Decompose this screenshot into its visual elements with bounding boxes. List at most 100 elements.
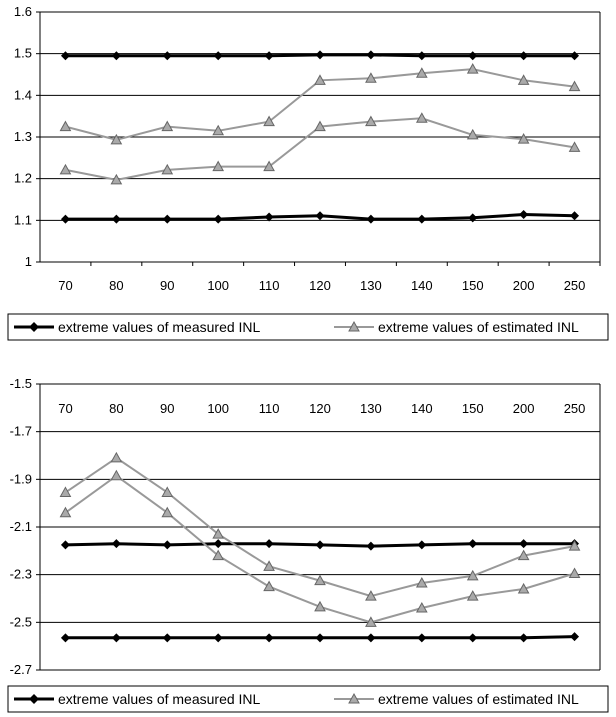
- chart-top-point-measured: [417, 214, 427, 224]
- chart-top-x-tick-label: 150: [462, 278, 484, 293]
- chart-top-point-estimated: [568, 80, 581, 92]
- chart-top-y-tick-label: 1.3: [14, 129, 32, 144]
- chart-bottom-point-estimated: [466, 569, 479, 581]
- chart-top-point-estimated: [263, 115, 275, 127]
- chart-top-y-tick-label: 1: [25, 254, 32, 269]
- chart-top-point-estimated: [466, 63, 479, 74]
- chart-bottom-y-tick-label: -2.1: [10, 519, 32, 534]
- chart-bottom-point-estimated: [110, 451, 123, 463]
- chart-top-point-measured: [366, 214, 376, 224]
- chart-top-point-measured: [60, 214, 70, 224]
- chart-bottom-point-measured: [570, 632, 580, 642]
- chart-top-point-measured: [519, 210, 529, 219]
- chart-bottom-point-estimated: [517, 582, 530, 594]
- chart-bottom-point-measured: [111, 539, 121, 549]
- chart-top-x-tick-labels: 70 80 90 100 110 120 130 140 150 200 250: [58, 262, 601, 293]
- chart-top-point-measured: [315, 50, 325, 60]
- chart-top-point-estimated: [517, 133, 530, 144]
- chart-top-point-estimated: [365, 72, 377, 83]
- chart-top-series: [59, 50, 581, 224]
- chart-bottom-point-estimated: [263, 560, 275, 571]
- chart-bottom-point-measured: [366, 541, 376, 551]
- chart-bottom-x-tick-labels: 70 80 90 100 110 120 130 140 150 200 250: [58, 401, 585, 416]
- chart-top-x-tick-label: 140: [411, 278, 433, 293]
- chart-bottom-point-estimated: [568, 567, 581, 578]
- chart-bottom-x-tick-label: 120: [309, 401, 331, 416]
- chart-top-point-measured: [468, 51, 478, 61]
- chart-top-y-tick-label: 1.4: [14, 87, 32, 102]
- chart-bottom-point-measured: [315, 633, 325, 643]
- chart-bottom-point-estimated: [212, 528, 225, 539]
- legend-top-estimated-label: extreme values of estimated INL: [378, 319, 579, 335]
- chart-top-point-estimated: [415, 112, 428, 123]
- chart-top-x-tick-label: 200: [513, 278, 535, 293]
- chart-top-point-measured: [570, 211, 580, 221]
- chart-top-point-estimated: [161, 163, 174, 175]
- chart-bottom-y-tick-label: -2.3: [10, 567, 32, 582]
- chart-bottom: -2.7 -2.5 -2.3 -2.1 -1.9 -1.7 -1.5 70 80 90 100 11…: [10, 376, 601, 677]
- chart-bottom-point-estimated: [415, 576, 428, 588]
- chart-top-point-estimated: [314, 74, 326, 85]
- legend-top-frame: [7, 313, 609, 341]
- legend-top: extreme values of measured INL extreme v…: [7, 313, 609, 341]
- chart-top-y-tick-label: 1.1: [14, 212, 32, 227]
- chart-bottom-point-measured: [417, 633, 427, 643]
- chart-bottom-y-tick-label: -1.5: [10, 376, 32, 391]
- chart-top-point-estimated: [110, 133, 123, 145]
- legend-bottom-estimated-label: extreme values of estimated INL: [378, 691, 579, 707]
- chart-bottom-x-tick-label: 140: [411, 401, 433, 416]
- chart-bottom-x-tick-label: 130: [360, 401, 382, 416]
- chart-top-point-measured: [264, 51, 274, 61]
- chart-bottom-point-measured: [315, 540, 325, 550]
- chart-top: 1 1.1 1.2 1.3 1.4 1.5 1.6 70 80 90 100 110 120 130 14…: [14, 4, 601, 293]
- chart-bottom-point-measured: [264, 633, 274, 643]
- legend-bottom-measured-label: extreme values of measured INL: [58, 691, 261, 707]
- chart-bottom-y-tick-label: -1.9: [10, 471, 32, 486]
- chart-bottom-point-estimated: [263, 580, 275, 592]
- chart-bottom-y-tick-label: -2.5: [10, 614, 32, 629]
- chart-bottom-point-estimated: [59, 486, 72, 497]
- chart-bottom-point-estimated: [161, 486, 174, 497]
- legend-bottom: extreme values of measured INL extreme v…: [7, 685, 609, 713]
- chart-top-point-measured: [468, 213, 478, 223]
- chart-top-point-measured: [162, 51, 172, 61]
- chart-top-y-tick-label: 1.5: [14, 46, 32, 61]
- chart-bottom-point-measured: [417, 540, 427, 550]
- chart-bottom-gridlines: [36, 383, 600, 671]
- chart-top-point-measured: [111, 214, 121, 224]
- chart-bottom-point-estimated: [365, 590, 377, 601]
- chart-bottom-x-tick-label: 150: [462, 401, 484, 416]
- chart-top-point-measured: [417, 51, 427, 61]
- chart-top-point-measured: [519, 51, 529, 61]
- chart-top-point-measured: [315, 211, 325, 221]
- chart-bottom-y-tick-label: -1.7: [10, 424, 32, 439]
- chart-top-x-tick-label: 100: [207, 278, 229, 293]
- chart-top-x-tick-label: 110: [259, 278, 280, 293]
- legend-top-measured-marker: [29, 322, 39, 332]
- chart-bottom-y-tick-labels: -2.7 -2.5 -2.3 -2.1 -1.9 -1.7 -1.5: [10, 376, 32, 677]
- chart-bottom-point-measured: [264, 539, 274, 549]
- chart-top-point-measured: [111, 51, 121, 61]
- chart-top-x-tick-label: 250: [564, 278, 586, 293]
- chart-bottom-point-estimated: [59, 506, 72, 518]
- chart-top-y-tick-labels: 1 1.1 1.2 1.3 1.4 1.5 1.6: [14, 4, 32, 269]
- chart-bottom-point-estimated: [517, 549, 530, 561]
- chart-bottom-x-tick-label: 80: [109, 401, 123, 416]
- chart-top-point-measured: [60, 51, 70, 61]
- legend-top-measured-label: extreme values of measured INL: [58, 319, 261, 335]
- chart-bottom-point-measured: [213, 539, 223, 549]
- chart-bottom-point-measured: [519, 539, 529, 549]
- chart-bottom-point-estimated: [110, 469, 123, 481]
- chart-top-point-estimated: [517, 74, 530, 85]
- chart-top-point-estimated: [466, 128, 479, 140]
- chart-bottom-x-tick-label: 90: [160, 401, 174, 416]
- chart-top-point-estimated: [212, 124, 225, 136]
- chart-top-point-estimated: [568, 141, 581, 152]
- chart-top-x-tick-label: 80: [109, 278, 123, 293]
- chart-top-point-measured: [264, 212, 274, 222]
- chart-bottom-point-estimated: [314, 574, 326, 586]
- chart-bottom-point-estimated: [314, 600, 326, 612]
- chart-bottom-point-measured: [60, 633, 70, 643]
- chart-top-point-estimated: [59, 120, 72, 132]
